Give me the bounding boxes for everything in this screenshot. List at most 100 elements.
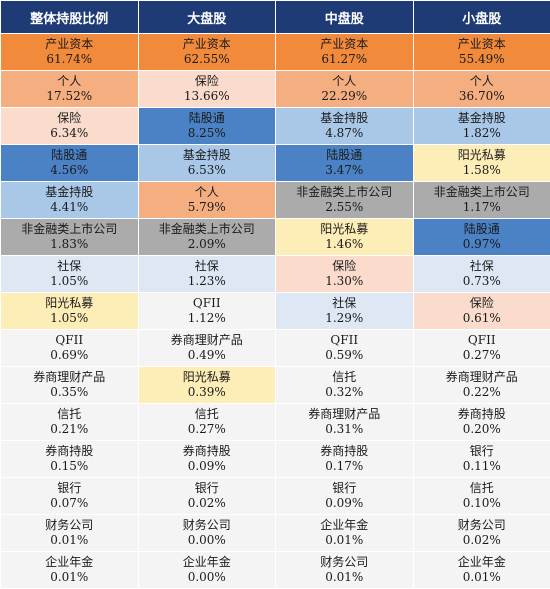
holding-percent: 1.30%	[276, 274, 413, 289]
holder-type: 陆股通	[1, 148, 138, 163]
holding-percent: 55.49%	[414, 52, 550, 67]
holder-type: QFII	[1, 333, 138, 348]
holder-type: 阳光私募	[414, 148, 550, 163]
holder-type: 社保	[139, 259, 276, 274]
holding-percent: 2.09%	[139, 237, 276, 252]
holder-type: 保险	[276, 259, 413, 274]
holding-percent: 0.07%	[1, 496, 138, 511]
holder-type: 券商理财产品	[414, 370, 550, 385]
holding-percent: 1.05%	[1, 311, 138, 326]
holding-percent: 8.25%	[139, 126, 276, 141]
header-overall: 整体持股比例	[1, 1, 139, 34]
holder-type: 产业资本	[414, 37, 550, 52]
holder-type: 银行	[1, 481, 138, 496]
holder-type: 陆股通	[276, 148, 413, 163]
holder-type: 券商理财产品	[276, 407, 413, 422]
holding-percent: 1.12%	[139, 311, 276, 326]
holding-percent: 4.56%	[1, 163, 138, 178]
holder-type: 企业年金	[276, 518, 413, 533]
holding-percent: 1.46%	[276, 237, 413, 252]
holding-percent: 0.49%	[139, 348, 276, 363]
holder-type: 保险	[139, 74, 276, 89]
holder-type: 阳光私募	[1, 296, 138, 311]
holding-percent: 1.29%	[276, 311, 413, 326]
holder-type: 非金融类上市公司	[414, 185, 550, 200]
holding-percent: 0.09%	[276, 496, 413, 511]
holder-type: 个人	[414, 74, 550, 89]
holding-percent: 0.35%	[1, 385, 138, 400]
holder-type: 券商持股	[1, 444, 138, 459]
holding-percent: 1.82%	[414, 126, 550, 141]
holding-percent: 0.21%	[1, 422, 138, 437]
holding-percent: 0.15%	[1, 459, 138, 474]
header-mid-cap: 中盘股	[276, 1, 414, 34]
holder-type: QFII	[276, 333, 413, 348]
holder-type: 非金融类上市公司	[276, 185, 413, 200]
holder-type: 非金融类上市公司	[139, 222, 276, 237]
holder-type: 陆股通	[139, 111, 276, 126]
holding-percent: 4.87%	[276, 126, 413, 141]
holding-percent: 0.17%	[276, 459, 413, 474]
holding-percent: 13.66%	[139, 89, 276, 104]
holding-percent: 36.70%	[414, 89, 550, 104]
holding-percent: 6.53%	[139, 163, 276, 178]
holder-type: 产业资本	[1, 37, 138, 52]
holding-percent: 5.79%	[139, 200, 276, 215]
holder-type: 个人	[139, 185, 276, 200]
holding-percent: 1.23%	[139, 274, 276, 289]
holding-percent: 0.00%	[139, 570, 276, 585]
holding-percent: 0.59%	[276, 348, 413, 363]
holder-type: 券商持股	[139, 444, 276, 459]
holder-type: 基金持股	[276, 111, 413, 126]
holder-type: 信托	[1, 407, 138, 422]
holder-type: 财务公司	[139, 518, 276, 533]
holder-type: 信托	[139, 407, 276, 422]
holding-percent: 0.32%	[276, 385, 413, 400]
holding-percent: 0.01%	[414, 570, 550, 585]
holder-type: 个人	[1, 74, 138, 89]
holder-type: 阳光私募	[139, 370, 276, 385]
holder-type: 基金持股	[1, 185, 138, 200]
holder-type: 银行	[139, 481, 276, 496]
